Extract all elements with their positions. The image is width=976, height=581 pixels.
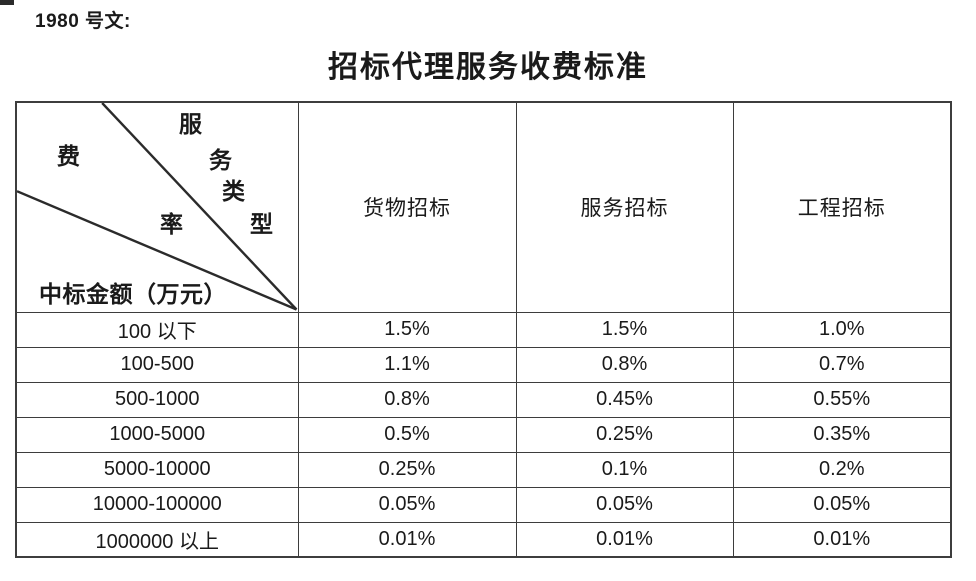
table-row: 5000-10000 0.25% 0.1% 0.2%	[15, 451, 952, 488]
table-row: 1000000 以上 0.01% 0.01% 0.01%	[15, 521, 952, 558]
goods-rate-cell: 0.25%	[297, 451, 517, 488]
goods-rate-cell: 1.1%	[297, 346, 517, 383]
row-range-label: 100-500	[15, 346, 299, 383]
fee-rate-label-char: 费	[57, 144, 80, 169]
column-header-goods: 货物招标	[297, 101, 517, 313]
works-rate-cell: 0.7%	[732, 346, 952, 383]
goods-rate-cell: 0.01%	[297, 521, 517, 558]
row-range-label: 500-1000	[15, 381, 299, 418]
service-type-label-char: 类	[222, 179, 245, 204]
column-header-works: 工程招标	[732, 101, 952, 313]
services-rate-cell: 1.5%	[515, 311, 734, 348]
table-row: 10000-100000 0.05% 0.05% 0.05%	[15, 486, 952, 523]
row-range-label: 1000000 以上	[15, 521, 299, 558]
works-rate-cell: 1.0%	[732, 311, 952, 348]
diagonal-divider-lines	[17, 103, 297, 311]
works-rate-cell: 0.2%	[732, 451, 952, 488]
page-title: 招标代理服务收费标准	[328, 51, 648, 84]
services-rate-cell: 0.45%	[515, 381, 734, 418]
column-header-services: 服务招标	[515, 101, 734, 313]
scan-artifact-mark	[0, 0, 14, 5]
service-type-label-char: 型	[250, 212, 273, 237]
table-header-row: 费 率 服 务 类 型 中标金额（万元） 货物招标 服务招标 工程招标	[15, 101, 952, 313]
goods-rate-cell: 0.05%	[297, 486, 517, 523]
fee-rate-label-char: 率	[160, 212, 183, 237]
works-rate-cell: 0.05%	[732, 486, 952, 523]
corner-header-cell: 费 率 服 务 类 型 中标金额（万元）	[15, 101, 299, 313]
goods-rate-cell: 1.5%	[297, 311, 517, 348]
goods-rate-cell: 0.5%	[297, 416, 517, 453]
table-row: 1000-5000 0.5% 0.25% 0.35%	[15, 416, 952, 453]
services-rate-cell: 0.8%	[515, 346, 734, 383]
services-rate-cell: 0.25%	[515, 416, 734, 453]
row-range-label: 1000-5000	[15, 416, 299, 453]
service-type-label-char: 服	[179, 112, 202, 137]
services-rate-cell: 0.1%	[515, 451, 734, 488]
row-range-label: 10000-100000	[15, 486, 299, 523]
table-row: 500-1000 0.8% 0.45% 0.55%	[15, 381, 952, 418]
table-row: 100 以下 1.5% 1.5% 1.0%	[15, 311, 952, 348]
works-rate-cell: 0.35%	[732, 416, 952, 453]
doc-number-label: 1980 号文:	[35, 11, 131, 32]
services-rate-cell: 0.01%	[515, 521, 734, 558]
amount-axis-label: 中标金额（万元）	[39, 281, 227, 307]
services-rate-cell: 0.05%	[515, 486, 734, 523]
works-rate-cell: 0.01%	[732, 521, 952, 558]
works-rate-cell: 0.55%	[732, 381, 952, 418]
fee-standard-table: 费 率 服 务 类 型 中标金额（万元） 货物招标 服务招标 工程招标 100 …	[15, 101, 952, 558]
goods-rate-cell: 0.8%	[297, 381, 517, 418]
service-type-label-char: 务	[209, 148, 232, 173]
row-range-label: 100 以下	[15, 311, 299, 348]
table-row: 100-500 1.1% 0.8% 0.7%	[15, 346, 952, 383]
row-range-label: 5000-10000	[15, 451, 299, 488]
